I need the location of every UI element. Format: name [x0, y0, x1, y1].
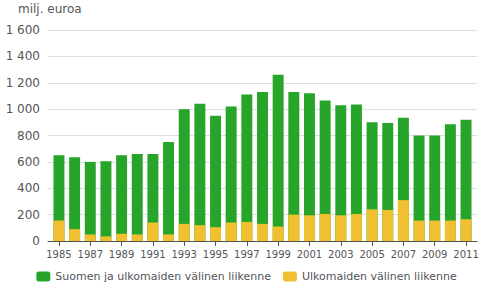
svg-text:2005: 2005	[359, 249, 384, 260]
svg-text:1991: 1991	[140, 249, 165, 260]
svg-text:0: 0	[32, 234, 40, 248]
svg-text:1 200: 1 200	[6, 76, 40, 90]
svg-text:200: 200	[17, 208, 40, 222]
svg-text:1995: 1995	[203, 249, 228, 260]
svg-text:Ulkomaiden välinen liikenne: Ulkomaiden välinen liikenne	[302, 270, 457, 283]
svg-text:2011: 2011	[453, 249, 478, 260]
svg-text:1 600: 1 600	[6, 23, 40, 37]
svg-text:800: 800	[17, 129, 40, 143]
svg-text:1987: 1987	[78, 249, 103, 260]
svg-text:2001: 2001	[297, 249, 322, 260]
svg-text:400: 400	[17, 181, 40, 195]
svg-text:1 000: 1 000	[6, 102, 40, 116]
svg-text:1993: 1993	[171, 249, 196, 260]
svg-text:milj. euroa: milj. euroa	[18, 2, 82, 16]
svg-text:1999: 1999	[265, 249, 290, 260]
svg-text:2007: 2007	[391, 249, 416, 260]
svg-text:1997: 1997	[234, 249, 259, 260]
svg-text:1989: 1989	[109, 249, 134, 260]
svg-text:2003: 2003	[328, 249, 353, 260]
svg-text:1 400: 1 400	[6, 49, 40, 63]
svg-text:2009: 2009	[422, 249, 447, 260]
svg-text:600: 600	[17, 155, 40, 169]
svg-text:1985: 1985	[46, 249, 71, 260]
svg-text:Suomen ja ulkomaiden välinen l: Suomen ja ulkomaiden välinen liikenne	[55, 270, 271, 283]
